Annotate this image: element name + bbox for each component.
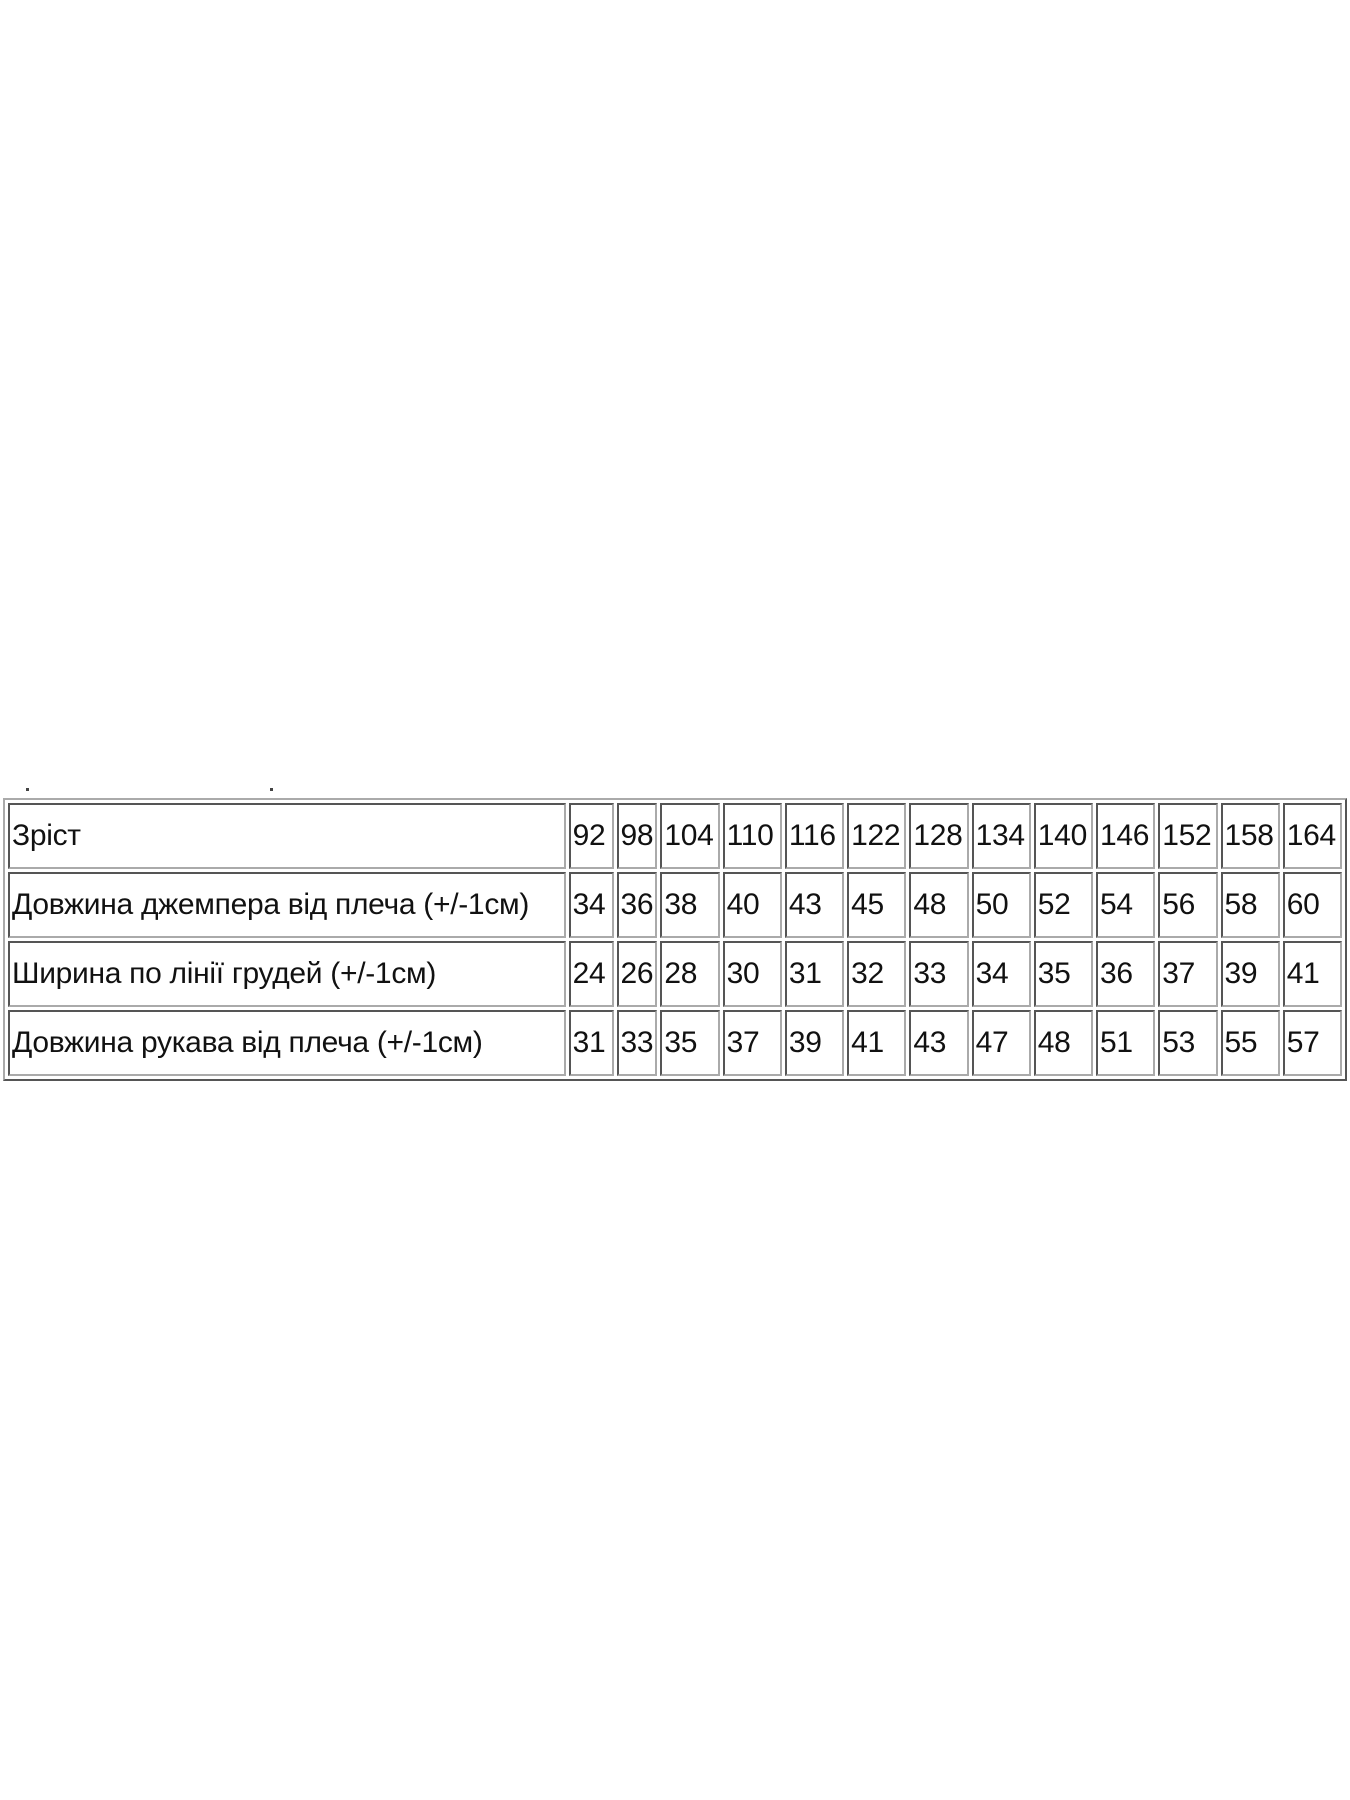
table-cell: 35	[660, 1010, 720, 1076]
table-cell: 35	[1033, 941, 1094, 1007]
table-cell: 52	[1033, 872, 1094, 938]
table-cell: 164	[1282, 803, 1342, 869]
table-cell: 50	[971, 872, 1031, 938]
table-cell: 26	[616, 941, 658, 1007]
table-cell: 56	[1158, 872, 1218, 938]
stray-marks	[0, 788, 300, 792]
table-cell: 39	[784, 1010, 845, 1076]
table-cell: 30	[722, 941, 782, 1007]
table-row: Довжина джемпера від плеча (+/-1см) 34 36 3…	[8, 872, 1342, 938]
table-cell: 60	[1282, 872, 1342, 938]
table-cell: 43	[784, 872, 845, 938]
table-cell: 48	[1033, 1010, 1094, 1076]
table-cell: 39	[1220, 941, 1280, 1007]
table-cell: 57	[1282, 1010, 1342, 1076]
row-label: Довжина джемпера від плеча (+/-1см)	[8, 872, 566, 938]
table-cell: 32	[847, 941, 907, 1007]
row-label: Зріст	[8, 803, 566, 869]
table-cell: 47	[971, 1010, 1031, 1076]
table-cell: 40	[722, 872, 782, 938]
table-cell: 31	[784, 941, 845, 1007]
table-row: Ширина по лінії грудей (+/-1см) 24 26 28 30 3…	[8, 941, 1342, 1007]
table-row: Довжина рукава від плеча (+/-1см) 31 33 35 3…	[8, 1010, 1342, 1076]
size-table: Зріст 92 98 104 110 116 122 128 134 140 146 152 158 1…	[3, 798, 1347, 1081]
table-cell: 37	[1158, 941, 1218, 1007]
table-cell: 98	[616, 803, 658, 869]
table-cell: 140	[1033, 803, 1094, 869]
table-cell: 104	[660, 803, 720, 869]
table-cell: 28	[660, 941, 720, 1007]
row-label: Довжина рукава від плеча (+/-1см)	[8, 1010, 566, 1076]
table-cell: 41	[847, 1010, 907, 1076]
table-cell: 158	[1220, 803, 1280, 869]
table-cell: 152	[1158, 803, 1218, 869]
table-cell: 92	[568, 803, 614, 869]
table-cell: 116	[784, 803, 845, 869]
table-cell: 33	[616, 1010, 658, 1076]
table-cell: 58	[1220, 872, 1280, 938]
table-cell: 54	[1096, 872, 1156, 938]
row-label: Ширина по лінії грудей (+/-1см)	[8, 941, 566, 1007]
table-cell: 34	[568, 872, 614, 938]
table-cell: 36	[1096, 941, 1156, 1007]
table-cell: 43	[909, 1010, 969, 1076]
header-row: Зріст 92 98 104 110 116 122 128 134 140 146 152 158 1…	[8, 803, 1342, 869]
table-cell: 45	[847, 872, 907, 938]
table-cell: 37	[722, 1010, 782, 1076]
table-cell: 38	[660, 872, 720, 938]
table-cell: 48	[909, 872, 969, 938]
table-cell: 53	[1158, 1010, 1218, 1076]
table-cell: 122	[847, 803, 907, 869]
table-cell: 36	[616, 872, 658, 938]
table-cell: 146	[1096, 803, 1156, 869]
table-cell: 110	[722, 803, 782, 869]
table-cell: 31	[568, 1010, 614, 1076]
table-cell: 41	[1282, 941, 1342, 1007]
table-cell: 51	[1096, 1010, 1156, 1076]
table-cell: 33	[909, 941, 969, 1007]
table-cell: 24	[568, 941, 614, 1007]
table-cell: 55	[1220, 1010, 1280, 1076]
table-cell: 134	[971, 803, 1031, 869]
table-cell: 34	[971, 941, 1031, 1007]
table-cell: 128	[909, 803, 969, 869]
